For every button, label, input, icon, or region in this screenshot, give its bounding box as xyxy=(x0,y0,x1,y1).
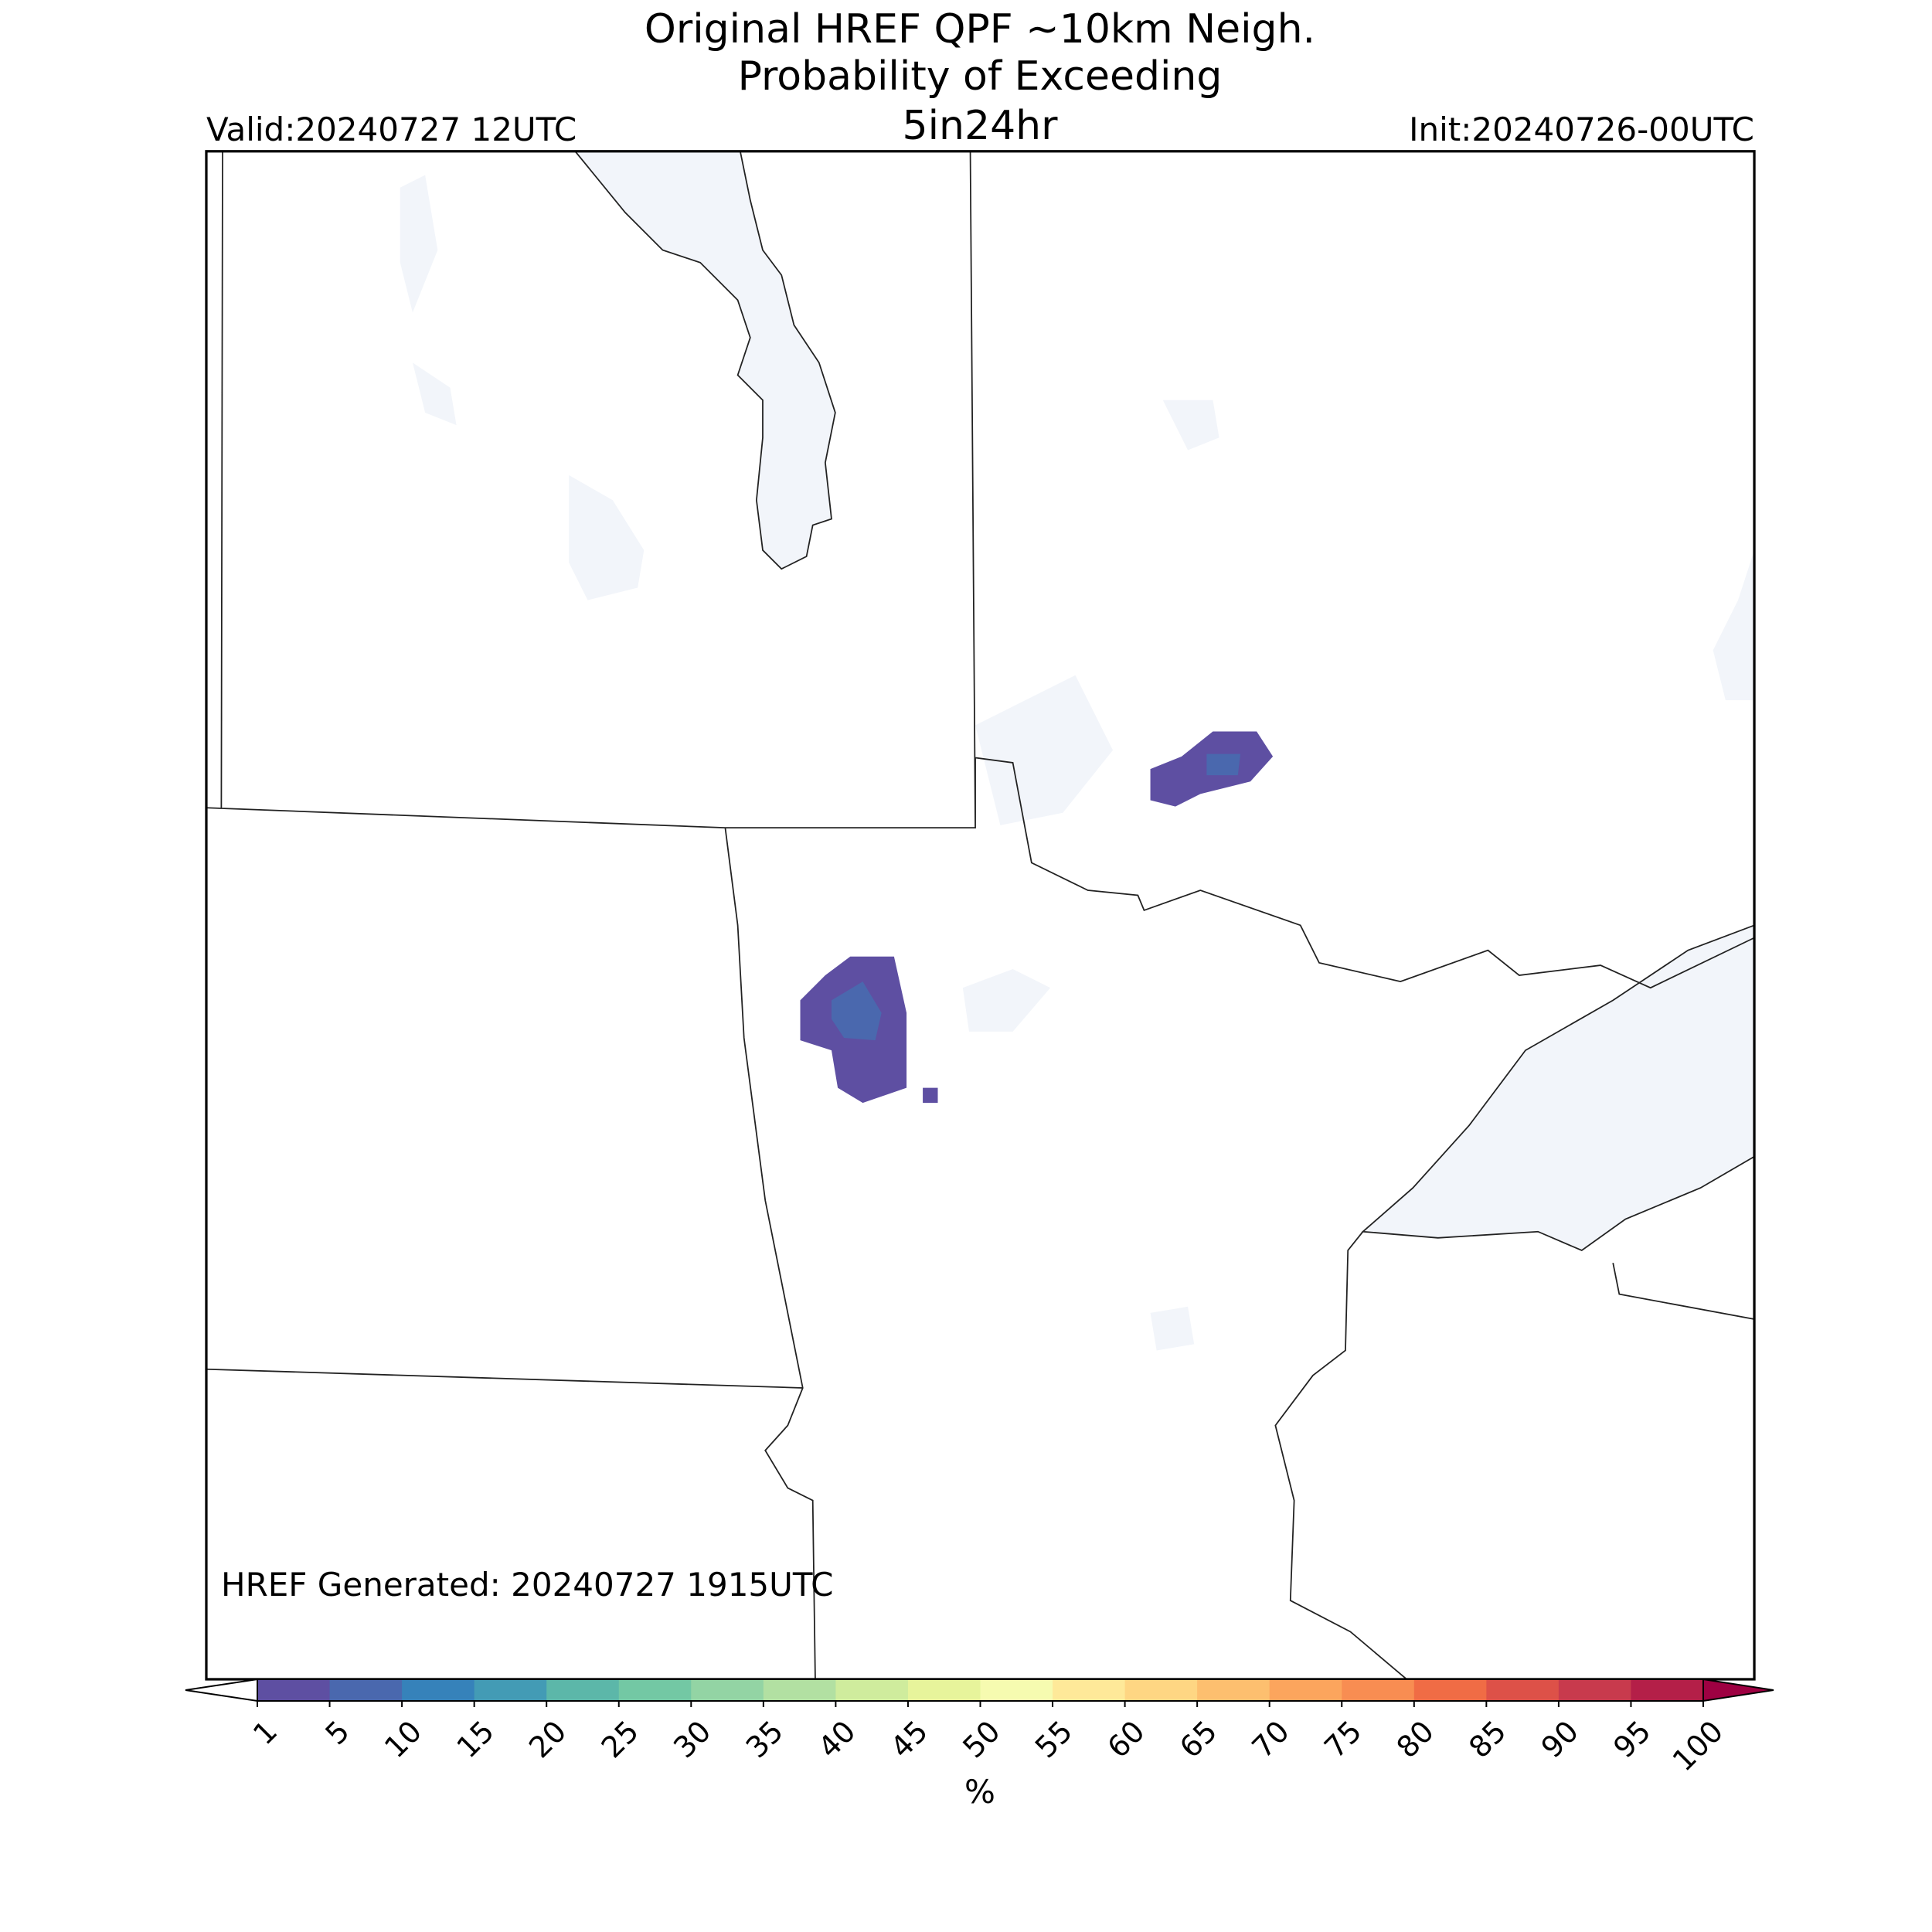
colorbar-bin xyxy=(546,1679,620,1701)
colorbar-extend-high xyxy=(1702,1678,1774,1702)
colorbar-bin xyxy=(329,1679,403,1701)
colorbar-tick-label: 35 xyxy=(740,1714,790,1764)
colorbar: 1 5 10 15 20 25 30 35 40 45 50 55 60 65 70 75 80 85 90 95 10… xyxy=(185,1678,1774,1811)
colorbar-tick-label: 40 xyxy=(811,1714,862,1764)
colorbar-tick-label: 50 xyxy=(956,1714,1006,1764)
title-line: Original HREF QPF ~10km Neigh. xyxy=(645,6,1315,53)
colorbar-tick-label: 5 xyxy=(318,1714,355,1751)
colorbar-tick-label: 60 xyxy=(1100,1714,1151,1764)
colorbar-bin xyxy=(618,1679,692,1701)
colorbar-tick-label: 30 xyxy=(667,1714,717,1764)
colorbar-bin xyxy=(474,1679,547,1701)
colorbar-tick-label: 45 xyxy=(884,1714,934,1764)
colorbar-bin xyxy=(907,1679,981,1701)
colorbar-tick-label: 75 xyxy=(1318,1714,1368,1764)
colorbar-bin xyxy=(1197,1679,1270,1701)
prob-area xyxy=(831,753,1241,1041)
colorbar-tick-label: 100 xyxy=(1666,1714,1730,1777)
colorbar-tick-label: 15 xyxy=(451,1714,501,1764)
colorbar-tick-label: 95 xyxy=(1607,1714,1657,1764)
colorbar-tick-label: 10 xyxy=(378,1714,428,1764)
colorbar-bin xyxy=(1269,1679,1342,1701)
colorbar-tick-label: 1 xyxy=(247,1714,284,1751)
colorbar-bin xyxy=(1413,1679,1487,1701)
generated-note: HREF Generated: 20240727 1915UTC xyxy=(221,1566,833,1604)
colorbar-extend-low xyxy=(185,1678,258,1702)
colorbar-tick-label: 80 xyxy=(1390,1714,1440,1764)
colorbar-bin xyxy=(1342,1679,1415,1701)
colorbar-tick-label: 85 xyxy=(1462,1714,1512,1764)
colorbar-bin xyxy=(1486,1679,1560,1701)
lake-winnipeg xyxy=(574,151,836,570)
colorbar-bin xyxy=(1631,1679,1704,1701)
colorbar-bin xyxy=(763,1679,836,1701)
colorbar-label: % xyxy=(964,1773,995,1811)
title-line: Probability of Exceeding xyxy=(738,53,1223,100)
colorbar-bin xyxy=(980,1679,1053,1701)
colorbar-tick-label: 25 xyxy=(595,1714,645,1764)
lakes xyxy=(400,175,1755,1351)
colorbar-bin xyxy=(1124,1679,1198,1701)
colorbar-bin xyxy=(691,1679,764,1701)
colorbar-bin xyxy=(257,1679,331,1701)
colorbar-tick-label: 20 xyxy=(522,1714,573,1764)
init-time: Init:20240726-00UTC xyxy=(1409,111,1754,148)
colorbar-bin xyxy=(835,1679,909,1701)
colorbar-tick-label: 90 xyxy=(1535,1714,1585,1764)
title-line: 5in24hr xyxy=(903,103,1059,149)
colorbar-bin xyxy=(402,1679,475,1701)
map xyxy=(205,150,1756,1681)
colorbar-bin xyxy=(1053,1679,1126,1701)
valid-time: Valid:20240727 12UTC xyxy=(206,111,577,148)
lake-superior xyxy=(1361,924,1755,1252)
colorbar-bin xyxy=(1558,1679,1631,1701)
colorbar-tick-label: 65 xyxy=(1173,1714,1223,1764)
colorbar-tick-label: 70 xyxy=(1246,1714,1296,1764)
borders xyxy=(206,151,1755,1679)
colorbar-tick-label: 55 xyxy=(1029,1714,1079,1764)
